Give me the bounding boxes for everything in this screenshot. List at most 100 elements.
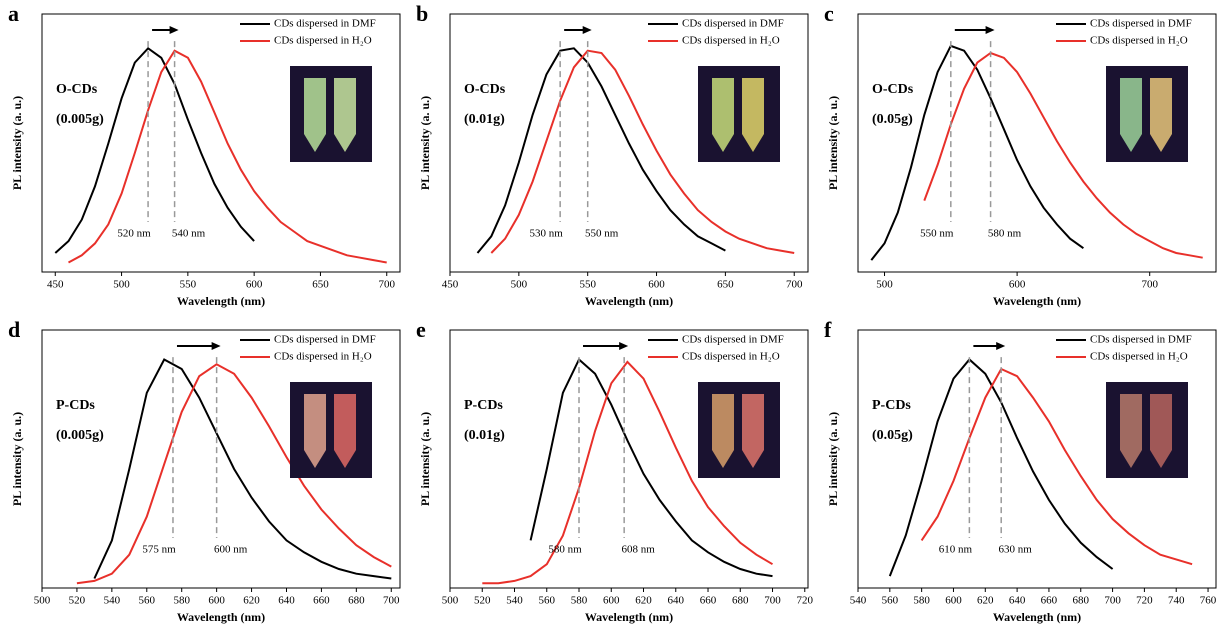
photo	[698, 66, 780, 162]
tube	[742, 78, 764, 152]
x-tick-label: 580	[173, 595, 190, 607]
peak-label: 610 nm	[939, 544, 973, 556]
plot-frame	[41, 329, 401, 589]
photo	[1106, 66, 1188, 162]
tube	[742, 394, 764, 468]
sample-label: O-CDs	[464, 82, 506, 97]
plot-frame	[857, 13, 1217, 273]
x-tick-label: 700	[383, 595, 400, 607]
sample-amount: (0.005g)	[56, 112, 104, 127]
plot-frame	[449, 329, 809, 589]
x-tick-label: 500	[511, 279, 528, 291]
y-axis-label: PL intensity (a. u.)	[418, 412, 432, 506]
spectrum-line	[93, 358, 392, 580]
y-axis-label: PL intensity (a. u.)	[418, 96, 432, 190]
x-tick-label: 520	[69, 595, 86, 607]
shift-arrowhead	[996, 342, 1006, 350]
photo	[290, 66, 372, 162]
tube	[1150, 78, 1172, 152]
x-tick-label: 600	[945, 595, 962, 607]
sample-amount: (0.005g)	[56, 428, 104, 443]
tube	[304, 78, 326, 152]
x-tick-label: 640	[1009, 595, 1026, 607]
panel: 500 520 540 560 580 600 620 640 660 680 700 Wavelen…	[8, 317, 401, 624]
panel: 540 560 580 600 620 640 660 680 700 720 740 760 Wave…	[824, 317, 1217, 624]
x-tick-label: 540	[850, 595, 867, 607]
x-tick-label: 540	[506, 595, 523, 607]
x-tick-label: 700	[378, 279, 395, 291]
x-tick-label: 760	[1200, 595, 1217, 607]
x-tick-label: 450	[442, 279, 459, 291]
x-tick-label: 550	[579, 279, 596, 291]
panel-letter: b	[416, 1, 428, 26]
tube	[712, 78, 734, 152]
tube	[334, 394, 356, 468]
x-tick-label: 500	[442, 595, 459, 607]
legend-label: CDs dispersed in H₂O	[682, 351, 780, 363]
x-axis-label: Wavelength (nm)	[993, 610, 1081, 624]
photo	[698, 382, 780, 478]
tube	[1120, 78, 1142, 152]
x-tick-label: 650	[717, 279, 734, 291]
x-axis-label: Wavelength (nm)	[177, 294, 265, 308]
shift-arrowhead	[619, 342, 629, 350]
x-tick-label: 680	[732, 595, 749, 607]
x-axis-label: Wavelength (nm)	[993, 294, 1081, 308]
legend-label: CDs dispersed in H₂O	[274, 35, 372, 47]
peak-label: 540 nm	[172, 228, 206, 240]
peak-label: 608 nm	[622, 544, 656, 556]
spectrum-line	[482, 360, 774, 585]
panel-letter: c	[824, 1, 834, 26]
legend-label: CDs dispersed in H₂O	[274, 351, 372, 363]
panel: 500 520 540 560 580 600 620 640 660 680 700 720 Wave…	[416, 317, 814, 624]
x-tick-label: 600	[603, 595, 620, 607]
panel-letter: d	[8, 317, 20, 342]
x-tick-label: 650	[312, 279, 329, 291]
x-tick-label: 700	[764, 595, 781, 607]
peak-label: 630 nm	[999, 544, 1033, 556]
tube	[712, 394, 734, 468]
y-axis-label: PL intensity (a. u.)	[826, 412, 840, 506]
panel: 450 500 550 600 650 700 Wavelength (nm) PL inte…	[8, 1, 401, 308]
x-tick-label: 500	[113, 279, 130, 291]
x-tick-label: 720	[797, 595, 814, 607]
plot-frame	[857, 329, 1217, 589]
x-tick-label: 620	[243, 595, 260, 607]
x-axis-label: Wavelength (nm)	[177, 610, 265, 624]
peak-label: 580 nm	[548, 544, 582, 556]
shift-arrowhead	[985, 26, 995, 34]
x-tick-label: 580	[913, 595, 930, 607]
peak-label: 530 nm	[529, 228, 563, 240]
peak-label: 520 nm	[117, 228, 151, 240]
spectrum-line	[529, 357, 773, 578]
legend-label: CDs dispersed in DMF	[274, 334, 376, 346]
sample-amount: (0.05g)	[872, 428, 913, 443]
x-tick-label: 600	[208, 595, 225, 607]
sample-amount: (0.01g)	[464, 112, 505, 127]
x-tick-label: 550	[180, 279, 197, 291]
x-tick-label: 540	[104, 595, 121, 607]
x-tick-label: 560	[139, 595, 156, 607]
x-tick-label: 600	[648, 279, 665, 291]
x-axis-label: Wavelength (nm)	[585, 610, 673, 624]
x-tick-label: 720	[1136, 595, 1153, 607]
y-axis-label: PL intensity (a. u.)	[826, 96, 840, 190]
panel-letter: e	[416, 317, 426, 342]
sample-label: P-CDs	[464, 398, 503, 413]
sample-label: P-CDs	[872, 398, 911, 413]
x-tick-label: 560	[882, 595, 899, 607]
sample-label: P-CDs	[56, 398, 95, 413]
x-tick-label: 600	[246, 279, 263, 291]
x-tick-label: 620	[635, 595, 652, 607]
legend-label: CDs dispersed in H₂O	[1090, 35, 1188, 47]
legend-label: CDs dispersed in DMF	[274, 18, 376, 30]
sample-amount: (0.01g)	[464, 428, 505, 443]
spectrum-line	[920, 367, 1193, 566]
shift-arrowhead	[211, 342, 221, 350]
x-tick-label: 680	[348, 595, 365, 607]
legend-label: CDs dispersed in DMF	[682, 334, 784, 346]
x-tick-label: 560	[539, 595, 556, 607]
x-tick-label: 520	[474, 595, 491, 607]
legend-label: CDs dispersed in H₂O	[1090, 351, 1188, 363]
